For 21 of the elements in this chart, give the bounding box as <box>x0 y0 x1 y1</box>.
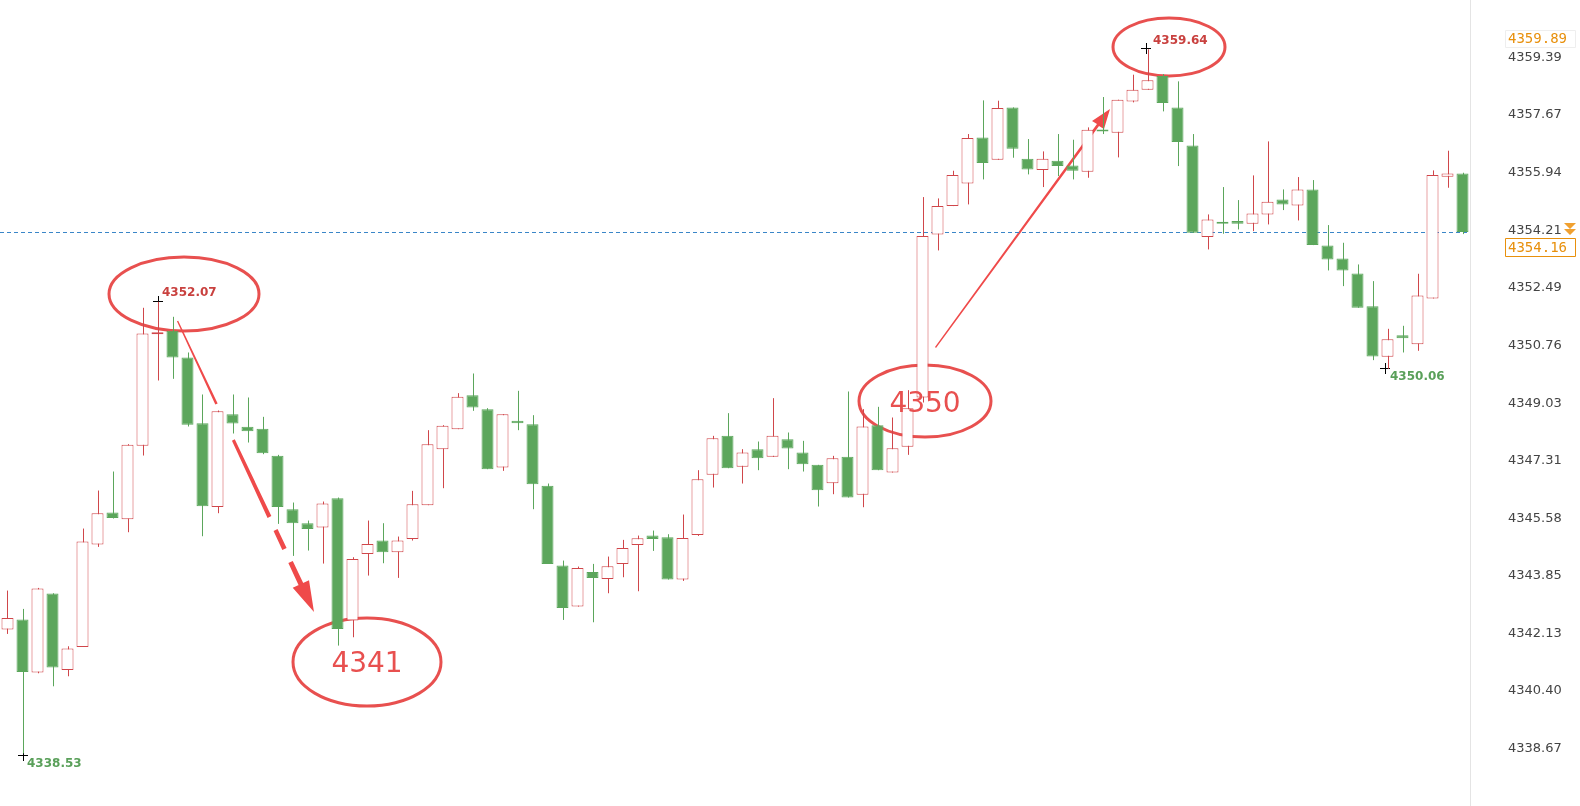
y-tick-label: 4349.03 <box>1508 394 1562 410</box>
ref-line-label: 4354.16 <box>1508 238 1568 255</box>
y-tick-label: 4355.94 <box>1508 164 1562 180</box>
annotation: 4352.07 <box>162 285 217 300</box>
y-tick-label: 4338.67 <box>1508 740 1562 756</box>
y-tick-label: 4359.39 <box>1508 49 1562 65</box>
annotation: 4359.64 <box>1153 33 1208 48</box>
y-tick-label: 4350.76 <box>1508 336 1562 352</box>
annotation: 4338.53 <box>27 756 82 771</box>
y-tick-label: 4342.13 <box>1508 624 1562 640</box>
text: 4359.89 <box>1508 29 1568 46</box>
y-tick-label: 4354.21 <box>1508 221 1562 237</box>
y-tick-label: 4357.67 <box>1508 106 1562 122</box>
y-tick-label: 4340.40 <box>1508 682 1562 698</box>
y-tick-label: 4352.49 <box>1508 279 1562 295</box>
y-tick-label: 4347.31 <box>1508 451 1562 467</box>
annotation: 4350 <box>889 386 961 420</box>
annotation: 4341 <box>331 646 403 680</box>
y-tick-label: 4343.85 <box>1508 567 1562 583</box>
y-tick-label: 4345.58 <box>1508 509 1562 525</box>
annotation: 4350.06 <box>1390 369 1445 384</box>
